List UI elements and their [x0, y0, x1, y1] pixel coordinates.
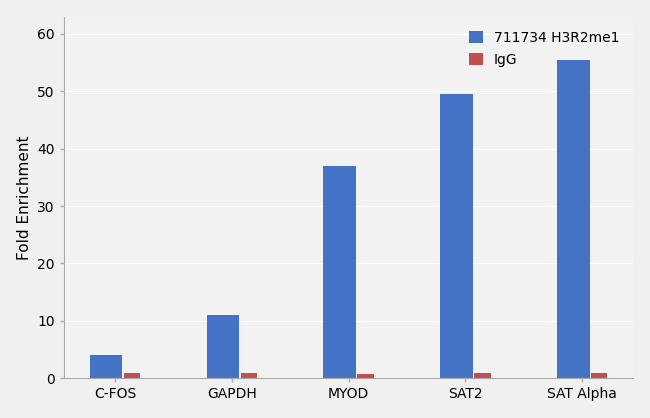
- Bar: [90, 355, 122, 378]
- Legend: 711734 H3R2me1, IgG: 711734 H3R2me1, IgG: [462, 23, 627, 74]
- Y-axis label: Fold Enrichment: Fold Enrichment: [17, 135, 32, 260]
- Bar: [474, 373, 491, 378]
- Bar: [557, 60, 590, 378]
- Bar: [440, 94, 473, 378]
- Bar: [591, 373, 608, 378]
- Bar: [240, 373, 257, 378]
- Bar: [324, 166, 356, 378]
- Bar: [358, 374, 374, 378]
- Bar: [124, 373, 140, 378]
- Bar: [207, 315, 239, 378]
